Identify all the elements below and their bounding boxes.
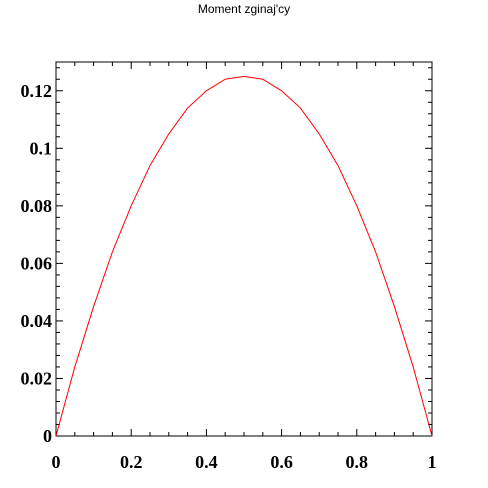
plot-frame	[55, 61, 433, 437]
y-tick-label: 0.12	[21, 81, 53, 101]
x-axis-ticks	[55, 62, 433, 436]
y-tick-label: 0	[43, 426, 52, 446]
y-tick-label: 0.08	[21, 196, 53, 216]
chart-title: Moment zginaj'cy	[197, 2, 291, 16]
x-tick-label: 0.8	[346, 452, 369, 472]
y-axis-tick-labels: 0 0.02 0.04 0.06 0.08 0.1 0.12	[21, 81, 53, 446]
y-tick-label: 0.02	[21, 368, 53, 388]
x-tick-label: 0	[52, 452, 61, 472]
x-tick-label: 0.4	[195, 452, 218, 472]
series-line	[55, 75, 433, 437]
y-tick-label: 0.04	[21, 311, 53, 331]
x-tick-label: 0.2	[120, 452, 143, 472]
x-axis-tick-labels: 0 0.2 0.4 0.6 0.8 1	[52, 452, 437, 472]
y-tick-label: 0.06	[21, 253, 53, 273]
x-tick-label: 0.6	[270, 452, 293, 472]
y-axis-ticks	[56, 67, 432, 437]
series-layer	[55, 75, 433, 437]
x-tick-label: 1	[428, 452, 437, 472]
y-tick-label: 0.1	[30, 138, 53, 158]
